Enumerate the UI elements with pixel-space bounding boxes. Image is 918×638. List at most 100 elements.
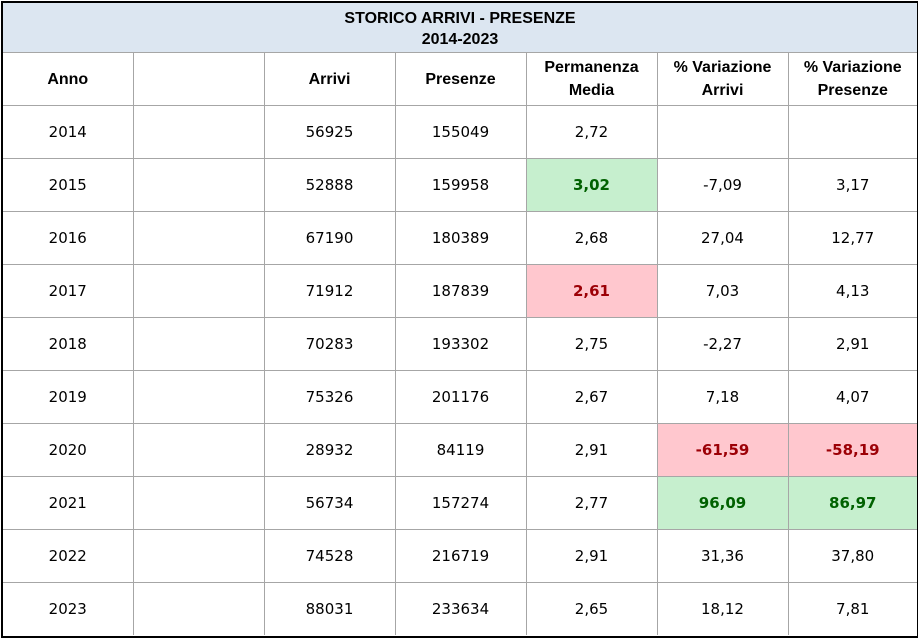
cell-variazione-arrivi: 96,09 (657, 476, 789, 530)
cell-variazione-presenze: 7,81 (836, 600, 870, 618)
cell-permanenza-media: 2,72 (526, 105, 658, 159)
table-row: 2023 88031 233634 2,65 18,12 7,81 (3, 582, 917, 635)
cell-variazione-arrivi: 27,04 (657, 211, 789, 265)
header-label: Arrivi (701, 82, 744, 99)
cell-blank (133, 105, 265, 159)
cell-arrivi: 56925 (264, 105, 396, 159)
cell-variazione-presenze: 4,13 (788, 264, 917, 318)
table-body: 2014 56925 155049 2,72 2015 52888 159958 3,02 -7… (3, 105, 917, 635)
cell-blank (133, 476, 265, 530)
header-label: Permanenza (544, 59, 639, 76)
cell-presenze: 159958 (395, 158, 527, 212)
cell-anno: 2016 (3, 211, 134, 265)
cell-permanenza-media: 2,91 (526, 529, 658, 583)
title-line-1: STORICO ARRIVI - PRESENZE (344, 10, 576, 27)
cell-permanenza-media: 2,68 (526, 211, 658, 265)
header-label: Arrivi (308, 70, 351, 88)
table-row: 2021 56734 157274 2,77 96,09 86,97 (3, 476, 917, 530)
cell-arrivi: 71912 (264, 264, 396, 318)
header-presenze: Presenze (395, 53, 527, 106)
cell-arrivi: 74528 (264, 529, 396, 583)
cell-permanenza-media: 2,65 (526, 582, 658, 635)
cell-variazione-arrivi: -61,59 (657, 423, 789, 477)
header-variazione-arrivi: % Variazione Arrivi (657, 53, 789, 106)
cell-variazione-presenze (788, 105, 917, 159)
cell-permanenza-media: 2,91 (526, 423, 658, 477)
cell-blank (133, 158, 265, 212)
cell-presenze: 180389 (395, 211, 527, 265)
cell-presenze: 233634 (395, 582, 527, 635)
cell-anno: 2017 (3, 264, 134, 318)
cell-presenze: 187839 (395, 264, 527, 318)
cell-variazione-presenze: 4,07 (788, 370, 917, 424)
cell-arrivi: 88031 (264, 582, 396, 635)
table-row: 2022 74528 216719 2,91 31,36 37,80 (3, 529, 917, 583)
cell-permanenza-media: 2,75 (526, 317, 658, 371)
cell-variazione-presenze: -58,19 (788, 423, 917, 477)
header-arrivi: Arrivi (264, 53, 396, 106)
header-label: Anno (47, 70, 89, 88)
cell-variazione-arrivi: -2,27 (657, 317, 789, 371)
cell-blank (133, 211, 265, 265)
history-table: Anno Arrivi Presenze Permanenza Media % Varia… (3, 53, 917, 635)
cell-blank (133, 370, 265, 424)
cell-arrivi: 52888 (264, 158, 396, 212)
cell-variazione-presenze: 3,17 (788, 158, 917, 212)
cell-presenze: 216719 (395, 529, 527, 583)
table-row: 2015 52888 159958 3,02 -7,09 3,17 (3, 158, 917, 212)
cell-variazione-arrivi: -7,09 (657, 158, 789, 212)
cell-blank (133, 264, 265, 318)
cell-arrivi: 75326 (264, 370, 396, 424)
cell-anno: 2023 (3, 582, 134, 635)
table-row: 2020 28932 84119 2,91 -61,59 -58,19 (3, 423, 917, 477)
cell-permanenza-media: 2,67 (526, 370, 658, 424)
cell-arrivi: 70283 (264, 317, 396, 371)
title-line-2: 2014-2023 (421, 31, 499, 48)
cell-anno: 2015 (3, 158, 134, 212)
table-row: 2016 67190 180389 2,68 27,04 12,77 (3, 211, 917, 265)
cell-presenze: 155049 (395, 105, 527, 159)
cell-permanenza-media: 2,77 (526, 476, 658, 530)
cell-variazione-arrivi: 31,36 (657, 529, 789, 583)
header-label: Presenze (425, 70, 496, 88)
table-row: 2014 56925 155049 2,72 (3, 105, 917, 159)
header-label: % Variazione (803, 59, 902, 76)
table-row: 2018 70283 193302 2,75 -2,27 2,91 (3, 317, 917, 371)
table-row: 2017 71912 187839 2,61 7,03 4,13 (3, 264, 917, 318)
cell-variazione-presenze: 12,77 (788, 211, 917, 265)
cell-permanenza-media: 3,02 (526, 158, 658, 212)
cell-arrivi: 28932 (264, 423, 396, 477)
table-header: Anno Arrivi Presenze Permanenza Media % Varia… (3, 53, 917, 106)
cell-anno: 2022 (3, 529, 134, 583)
cell-blank (133, 529, 265, 583)
cell-blank (133, 423, 265, 477)
cell-presenze: 201176 (395, 370, 527, 424)
cell-variazione-arrivi (657, 105, 789, 159)
cell-variazione-presenze: 37,80 (788, 529, 917, 583)
cell-presenze: 157274 (395, 476, 527, 530)
cell-anno: 2014 (3, 105, 134, 159)
cell-arrivi: 67190 (264, 211, 396, 265)
cell-variazione-presenze: 2,91 (788, 317, 917, 371)
header-label: Presenze (817, 82, 888, 99)
table-title: STORICO ARRIVI - PRESENZE 2014-2023 (3, 3, 917, 53)
cell-anno: 2020 (3, 423, 134, 477)
header-permanenza-media: Permanenza Media (526, 53, 658, 106)
cell-variazione-presenze: 86,97 (788, 476, 917, 530)
cell-presenze: 193302 (395, 317, 527, 371)
header-label: Media (568, 82, 615, 99)
cell-anno: 2018 (3, 317, 134, 371)
cell-arrivi: 56734 (264, 476, 396, 530)
cell-variazione-arrivi: 7,18 (657, 370, 789, 424)
header-label: % Variazione (673, 59, 772, 76)
table-row: 2019 75326 201176 2,67 7,18 4,07 (3, 370, 917, 424)
cell-permanenza-media: 2,61 (526, 264, 658, 318)
header-row: Anno Arrivi Presenze Permanenza Media % Varia… (3, 53, 917, 106)
header-variazione-presenze: % Variazione Presenze (788, 53, 917, 106)
cell-variazione-arrivi: 18,12 (657, 582, 789, 635)
header-anno: Anno (3, 53, 134, 106)
cell-blank (133, 317, 265, 371)
cell-anno: 2021 (3, 476, 134, 530)
cell-variazione-arrivi: 7,03 (657, 264, 789, 318)
